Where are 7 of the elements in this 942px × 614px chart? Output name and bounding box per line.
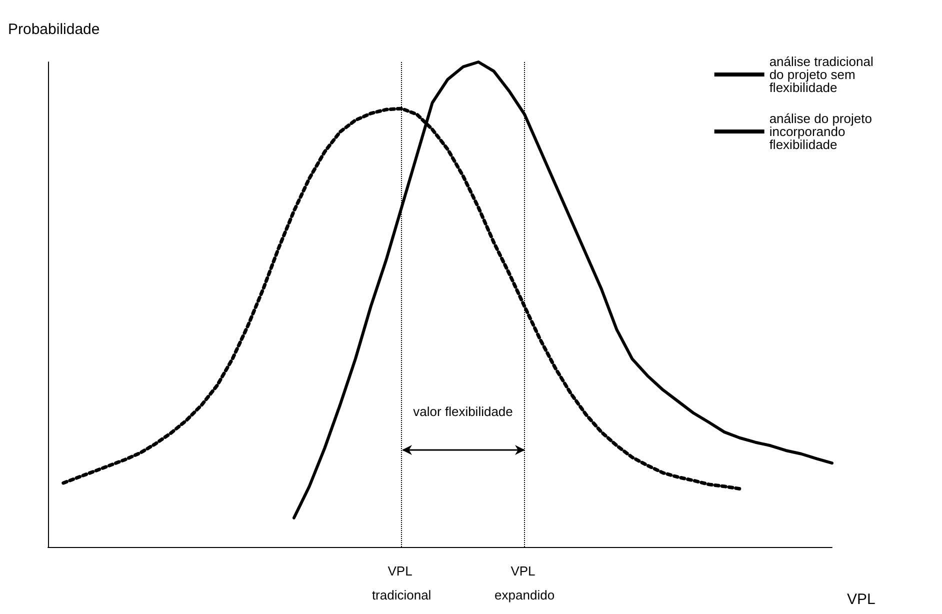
legend-label: análise tradicional do projeto sem flexibilidade: [769, 54, 878, 95]
y-axis-title: Probabilidade: [8, 21, 100, 38]
annotation: valor flexibilidade: [413, 403, 514, 421]
x-tick-label: VPL tradicional: [372, 564, 432, 602]
x-axis-title: VPL: [847, 591, 876, 608]
legend-label: análise do projeto incorporando flexibilidade: [769, 111, 876, 152]
x-tick-label: VPL expandido: [494, 564, 555, 602]
